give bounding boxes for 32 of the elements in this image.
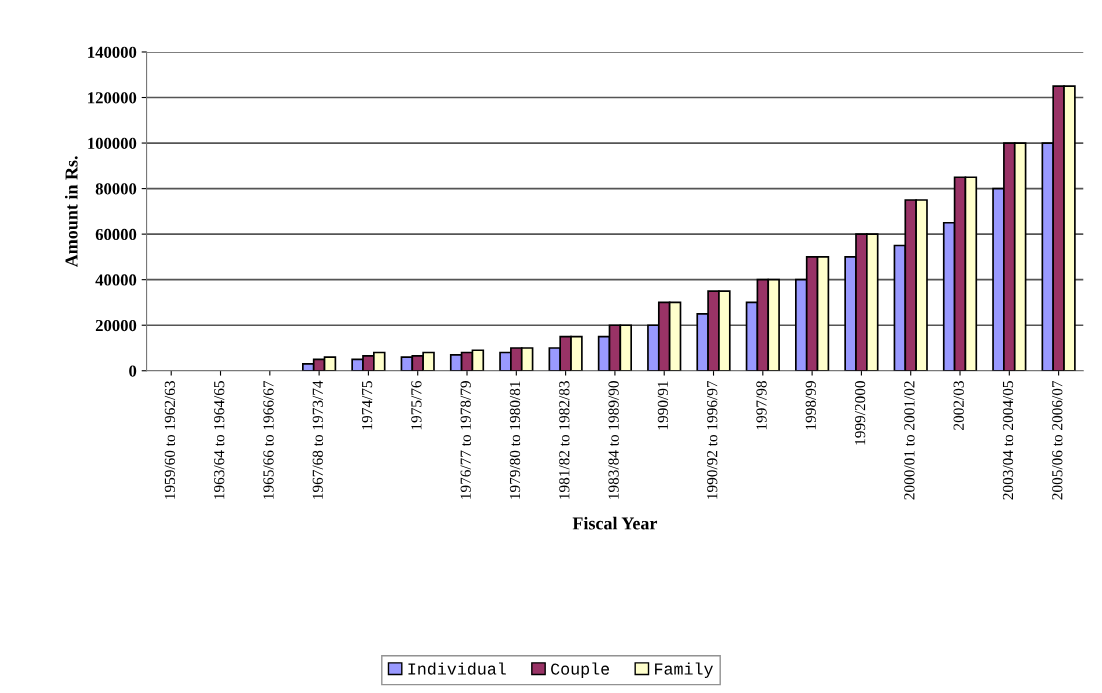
x-tick-label: 2005/06 to 2006/07 [1052, 380, 1063, 500]
x-tick-label: 1965/66 to 1966/67 [263, 380, 274, 499]
x-tick-label: 1976/77 to 1978/79 [460, 381, 471, 499]
x-tick-label: 1975/76 [411, 380, 422, 430]
y-tick-label: 80000 [95, 183, 137, 195]
x-tick-label: 1979/80 to 1980/81 [509, 381, 521, 499]
y-tick-label: 0 [129, 365, 137, 377]
y-tick-label: 60000 [95, 228, 137, 241]
x-tick-label: 1963/64 to 1964/65 [214, 381, 225, 499]
legend-label: Couple [551, 662, 610, 678]
legend-label: Individual [408, 662, 506, 675]
x-tick-label: 1983/84 to 1989/90 [608, 381, 619, 499]
legend-label: Family [655, 662, 713, 678]
x-axis-title: Fiscal Year [572, 516, 658, 530]
x-tick-label: 2002/03 [953, 381, 964, 430]
x-tick-label: 1990/92 to 1996/97 [707, 380, 718, 499]
y-tick-label: 140000 [88, 46, 137, 58]
x-tick-label: 1997/98 [756, 381, 767, 430]
x-tick-label: 1981/82 to 1982/83 [559, 381, 570, 499]
y-tick-label: 40000 [95, 274, 137, 286]
x-tick-label: 1998/99 [805, 381, 816, 430]
y-tick-label: 20000 [95, 319, 137, 332]
x-tick-label: 1959/60 to 1962/63 [164, 381, 176, 499]
x-tick-label: 1999/2000 [854, 381, 866, 445]
y-tick-label: 100000 [88, 137, 137, 149]
y-tick-label: 120000 [88, 92, 137, 104]
y-axis-title: Amount in Rs. [64, 156, 78, 268]
x-tick-label: 1967/68 to 1973/74 [312, 380, 323, 499]
x-tick-label: 2003/04 to 2004/05 [1002, 381, 1014, 500]
x-tick-label: 1990/91 [657, 381, 669, 430]
x-tick-label: 1974/75 [361, 381, 373, 430]
x-tick-label: 2000/01 to 2001/02 [904, 381, 915, 500]
